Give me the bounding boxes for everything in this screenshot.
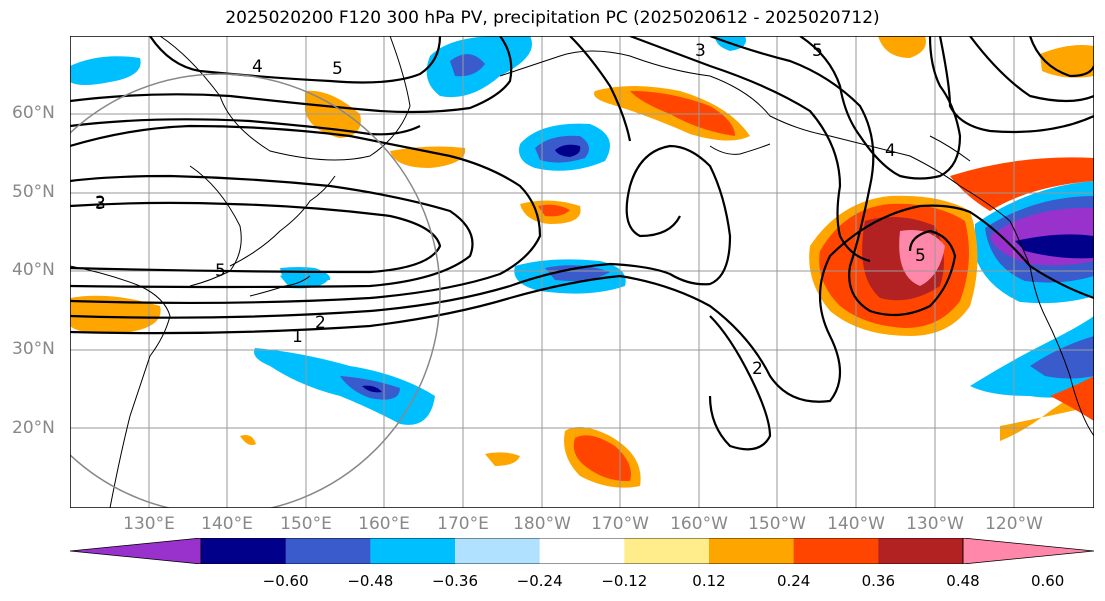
colorbar-segment bbox=[285, 538, 371, 564]
colorbar-tick-label: −0.24 bbox=[516, 572, 563, 590]
colorbar-extend-high bbox=[962, 538, 1094, 564]
lon-label: 160°E bbox=[358, 514, 410, 534]
precip-blob bbox=[254, 348, 435, 425]
precip-blob bbox=[573, 435, 631, 482]
colorbar-tick-label: −0.36 bbox=[432, 572, 478, 590]
lon-label: 140°W bbox=[827, 514, 885, 534]
contour-label: 2 bbox=[95, 193, 106, 213]
colorbar-segment bbox=[793, 538, 879, 564]
contour-label: 4 bbox=[885, 141, 896, 161]
precip-blob bbox=[390, 146, 466, 168]
colorbar-segment bbox=[878, 538, 964, 564]
coastlines bbox=[70, 36, 1094, 508]
contour-label: 3 bbox=[695, 41, 706, 61]
lon-label: 170°E bbox=[437, 514, 489, 534]
colorbar-tick-label: 0.36 bbox=[861, 572, 896, 590]
precip-blob bbox=[1000, 381, 1094, 441]
colorbar-frame bbox=[200, 538, 964, 564]
precip-blob bbox=[555, 144, 581, 157]
precip-blob bbox=[1030, 336, 1094, 379]
precip-blob bbox=[70, 295, 161, 334]
lat-label: 40°N bbox=[12, 260, 55, 280]
precip-blob bbox=[1050, 376, 1094, 421]
graticule bbox=[70, 36, 1094, 508]
colorbar-segment bbox=[709, 538, 795, 564]
contour-label: 2 bbox=[752, 359, 763, 379]
map-panel: 1 2 2 2 3 3 3 3 3 3 3 3 3 4 5 5 3 5 4 5 … bbox=[70, 36, 1094, 508]
lat-label: 50°N bbox=[12, 182, 55, 202]
lon-label: 180°W bbox=[513, 514, 571, 534]
lat-label: 30°N bbox=[12, 339, 55, 359]
lon-label: 150°W bbox=[748, 514, 806, 534]
colorbar-tick-label: 0.60 bbox=[1030, 572, 1065, 590]
contour-label: 5 bbox=[812, 41, 823, 61]
colorbar-segment bbox=[201, 538, 287, 564]
lon-label: 170°W bbox=[591, 514, 649, 534]
precip-blob bbox=[1015, 234, 1094, 259]
contour-label: 2 bbox=[315, 313, 326, 333]
highlight-circle bbox=[70, 73, 441, 508]
colorbar-tick-label: −0.60 bbox=[262, 572, 309, 590]
contour-label: 1 bbox=[292, 327, 303, 347]
colorbar-tick-label: 0.24 bbox=[776, 572, 811, 590]
lat-label: 60°N bbox=[12, 103, 55, 123]
precip-blob bbox=[545, 265, 610, 281]
colorbar-segment bbox=[370, 538, 456, 564]
precip-blob bbox=[450, 54, 485, 77]
figure-title: 2025020200 F120 300 hPa PV, precipitatio… bbox=[225, 8, 880, 28]
colorbar-tick-label: −0.12 bbox=[601, 572, 648, 590]
colorbar-extend-low bbox=[70, 538, 202, 564]
colorbar-tick-label: 0.12 bbox=[692, 572, 726, 590]
contour-label: 5 bbox=[915, 246, 926, 266]
lon-label: 160°W bbox=[670, 514, 728, 534]
contour-label: 5 bbox=[215, 261, 226, 281]
lon-label: 130°W bbox=[906, 514, 964, 534]
pv-contours bbox=[70, 36, 1094, 451]
precip-blob bbox=[878, 36, 926, 58]
contour-label: 3 bbox=[95, 194, 106, 214]
precip-blob bbox=[950, 157, 1094, 211]
colorbar-tick-label: 0.48 bbox=[946, 572, 980, 590]
precip-blob bbox=[485, 452, 520, 466]
contour-label: 5 bbox=[332, 59, 343, 79]
lat-label: 20°N bbox=[12, 418, 55, 438]
precip-blob bbox=[240, 435, 256, 445]
colorbar-segment bbox=[455, 538, 541, 564]
precip-blob bbox=[70, 56, 141, 85]
lon-label: 130°E bbox=[123, 514, 175, 534]
lon-label: 120°W bbox=[985, 514, 1043, 534]
contour-labels: 1 2 2 2 3 3 3 3 3 3 3 3 3 4 5 5 3 5 4 5 … bbox=[95, 41, 926, 379]
precip-blob bbox=[538, 204, 570, 217]
colorbar-segment bbox=[539, 538, 625, 564]
precip-blob bbox=[362, 385, 382, 393]
lon-label: 140°E bbox=[201, 514, 253, 534]
lon-label: 150°E bbox=[280, 514, 332, 534]
contour-label: 4 bbox=[252, 57, 263, 77]
colorbar bbox=[70, 538, 1094, 564]
colorbar-tick-label: −0.48 bbox=[347, 572, 394, 590]
precip-blob bbox=[1040, 45, 1094, 78]
colorbar-segment bbox=[624, 538, 710, 564]
